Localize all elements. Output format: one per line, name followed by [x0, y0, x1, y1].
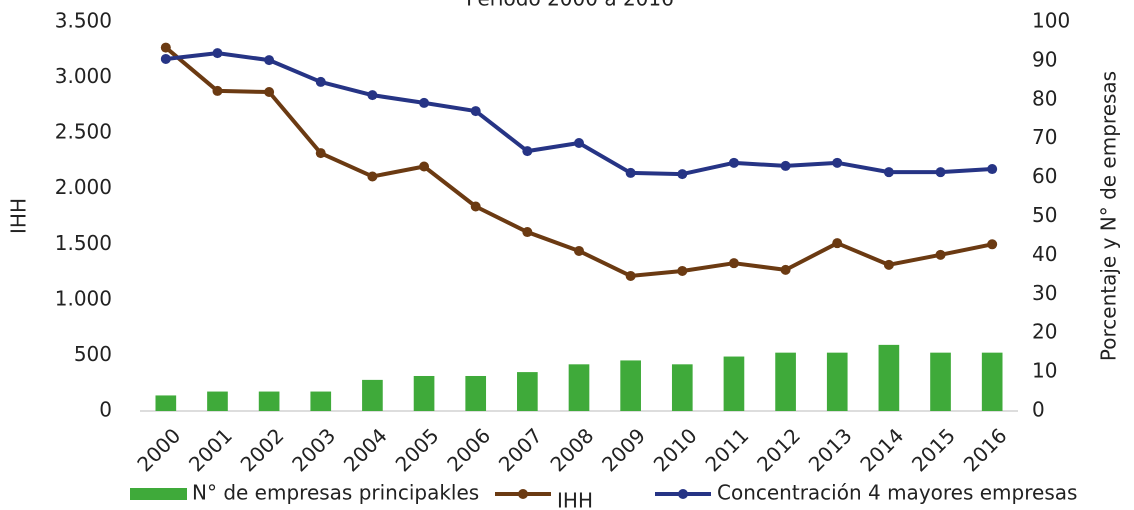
bar: [878, 344, 900, 411]
x-tick-label: 2000: [132, 423, 185, 476]
marker: [264, 55, 275, 66]
y-axis-label: IHH: [7, 198, 31, 234]
y-tick-label: 2.500: [55, 120, 112, 144]
chart-title: Periodo 2000 a 2016: [466, 0, 674, 11]
y2-tick-label: 80: [1032, 86, 1057, 110]
x-tick-label: 2008: [545, 423, 598, 476]
x-tick-label: 2016: [959, 423, 1012, 476]
marker: [625, 270, 636, 281]
marker: [728, 258, 739, 269]
bar: [671, 364, 693, 411]
marker: [419, 161, 430, 172]
marker: [470, 201, 481, 212]
x-tick-label: 2010: [649, 423, 702, 476]
y2-tick-label: 10: [1032, 359, 1057, 383]
marker: [522, 146, 533, 157]
marker: [574, 245, 584, 256]
marker: [780, 264, 791, 275]
marker: [315, 148, 326, 159]
bar: [207, 391, 228, 411]
bar: [775, 352, 796, 411]
bar: [413, 375, 435, 411]
marker: [987, 164, 998, 175]
legend-swatch: [678, 489, 688, 499]
marker: [419, 97, 430, 108]
legend-label: Concentración 4 mayores empresas: [717, 481, 1077, 505]
x-tick-label: 2004: [339, 423, 392, 476]
bar: [155, 395, 177, 411]
marker: [832, 238, 843, 249]
bar: [568, 364, 590, 411]
marker: [883, 259, 894, 270]
x-tick-label: 2001: [184, 423, 237, 476]
legend-swatch: [130, 488, 187, 500]
y-tick-label: 500: [74, 342, 112, 366]
bar: [620, 360, 641, 411]
y-tick-label: 0: [99, 398, 112, 422]
marker: [728, 157, 739, 168]
marker: [574, 137, 584, 148]
marker: [160, 42, 171, 53]
y-tick-label: 3.000: [55, 64, 112, 88]
x-tick-label: 2005: [391, 423, 444, 476]
y-tick-label: 2.000: [55, 175, 112, 199]
x-tick-label: 2009: [597, 423, 650, 476]
marker: [780, 160, 791, 171]
x-tick-label: 2003: [287, 423, 340, 476]
x-tick-label: 2002: [236, 423, 289, 476]
bar: [930, 352, 951, 411]
x-tick-label: 2012: [752, 423, 805, 476]
marker: [315, 76, 326, 87]
legend-swatch: [518, 489, 528, 499]
bar: [981, 352, 1003, 411]
y2-tick-label: 30: [1032, 281, 1057, 305]
x-tick-label: 2013: [804, 423, 857, 476]
bar: [465, 375, 487, 411]
x-tick-label: 2007: [494, 423, 547, 476]
legend-label: IHH: [557, 489, 593, 510]
marker: [677, 265, 688, 276]
marker: [367, 171, 378, 182]
marker: [625, 167, 636, 178]
bar: [826, 352, 848, 411]
marker: [264, 87, 275, 98]
y-tick-label: 3.500: [55, 9, 112, 33]
y2-tick-label: 50: [1032, 203, 1057, 227]
x-tick-label: 2006: [442, 423, 495, 476]
marker: [832, 157, 843, 168]
legend-label: N° de empresas principakles: [192, 481, 479, 505]
bar: [723, 356, 745, 411]
y2-tick-label: 70: [1032, 125, 1057, 149]
x-tick-label: 2011: [700, 423, 753, 476]
bar: [517, 372, 538, 411]
x-tick-label: 2015: [907, 423, 960, 476]
marker: [212, 85, 223, 96]
marker: [677, 169, 688, 180]
marker: [470, 106, 481, 117]
bar: [310, 391, 332, 411]
y2-tick-label: 60: [1032, 164, 1057, 188]
bar: [258, 391, 280, 411]
x-tick-label: 2014: [855, 423, 908, 476]
marker: [935, 167, 946, 178]
line: [164, 46, 993, 278]
y-tick-label: 1.500: [55, 231, 112, 255]
marker: [522, 227, 533, 238]
marker: [367, 90, 378, 101]
marker: [160, 53, 171, 64]
y2-tick-label: 90: [1032, 47, 1057, 71]
y2-tick-label: 100: [1032, 9, 1070, 33]
marker: [987, 239, 998, 250]
y-tick-label: 1.000: [55, 286, 112, 310]
y2-tick-label: 20: [1032, 320, 1057, 344]
y2-tick-label: 40: [1032, 242, 1057, 266]
marker: [212, 48, 223, 59]
y2-tick-label: 0: [1032, 398, 1045, 422]
marker: [935, 249, 946, 260]
marker: [883, 167, 894, 178]
y2-axis-label: Porcentaje y N° de empresas: [1097, 71, 1121, 361]
bar: [362, 379, 383, 411]
